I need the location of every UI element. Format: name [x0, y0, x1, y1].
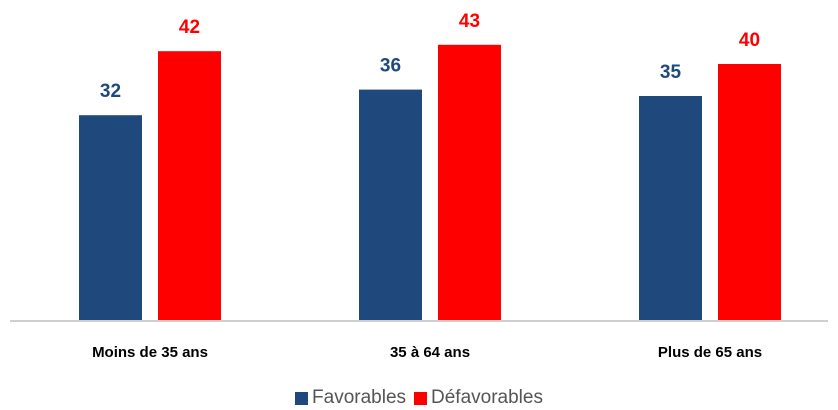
x-tick-label-plus-de-65-ans: Plus de 65 ans [658, 344, 762, 361]
legend-label-defavorables: Défavorables [431, 387, 543, 408]
legend-swatch-favorables [295, 391, 309, 405]
bar-favorables-35-a-64-ans [359, 89, 422, 320]
data-label-favorables-plus-de-65-ans: 35 [660, 62, 682, 83]
legend-item-defavorables: Défavorables [414, 387, 543, 409]
x-tick-labels-group: Moins de 35 ans 35 à 64 ans Plus de 65 ans [92, 344, 762, 361]
data-label-favorables-35-a-64-ans: 36 [380, 56, 401, 77]
data-label-defavorables-plus-de-65-ans: 40 [739, 30, 760, 51]
data-label-favorables-moins-de-35-ans: 32 [100, 81, 121, 102]
data-label-defavorables-moins-de-35-ans: 42 [179, 17, 200, 38]
x-tick-label-moins-de-35-ans: Moins de 35 ans [92, 344, 208, 361]
bar-defavorables-moins-de-35-ans [158, 51, 221, 320]
bar-defavorables-plus-de-65-ans [718, 64, 781, 320]
x-tick-label-35-a-64-ans: 35 à 64 ans [390, 344, 470, 361]
bars-group [79, 44, 781, 321]
data-label-defavorables-35-a-64-ans: 43 [459, 11, 480, 32]
data-labels-group: 32 42 36 43 35 40 [100, 11, 760, 102]
legend: Favorables Défavorables [0, 387, 838, 409]
bar-favorables-moins-de-35-ans [79, 115, 142, 320]
bar-defavorables-35-a-64-ans [438, 44, 501, 321]
legend-swatch-defavorables [414, 391, 428, 405]
legend-item-favorables: Favorables [295, 387, 406, 409]
bar-favorables-plus-de-65-ans [639, 96, 702, 320]
legend-label-favorables: Favorables [312, 387, 407, 408]
